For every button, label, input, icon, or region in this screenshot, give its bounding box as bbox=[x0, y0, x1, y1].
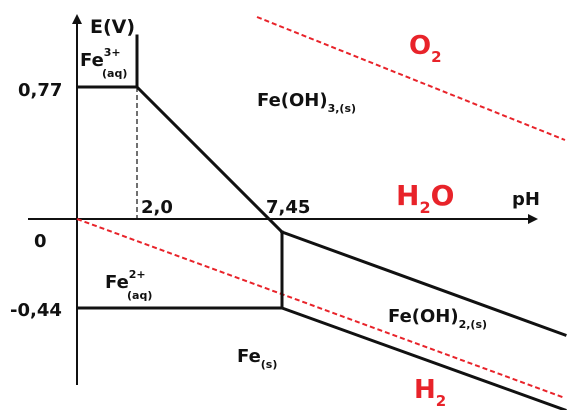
x-tick-745: 7,45 bbox=[266, 197, 310, 218]
y-tick-neg044: -0,44 bbox=[10, 300, 62, 321]
species-feoh3: Fe(OH)3,(s) bbox=[257, 90, 356, 115]
y-tick-077: 0,77 bbox=[18, 80, 62, 101]
feoh3-feoh2-boundary bbox=[280, 230, 567, 337]
feoh2-fe-boundary bbox=[280, 306, 567, 410]
label-h2o: H2O bbox=[396, 179, 454, 217]
species-fe: Fe(s) bbox=[237, 346, 277, 371]
boundary-lines bbox=[77, 34, 567, 410]
origin-label: 0 bbox=[34, 231, 47, 252]
x-axis-label: pH bbox=[512, 189, 540, 210]
h2-water-line bbox=[76, 218, 566, 399]
x-tick-2: 2,0 bbox=[141, 197, 173, 218]
species-fe3: Fe3+ (aq) bbox=[80, 46, 127, 80]
species-fe2: Fe2+ (aq) bbox=[105, 268, 152, 302]
fe2-feoh3-boundary bbox=[134, 84, 285, 235]
label-h2: H2 bbox=[414, 375, 446, 410]
y-axis-label: E(V) bbox=[90, 16, 135, 38]
species-feoh2: Fe(OH)2,(s) bbox=[388, 306, 487, 331]
label-o2: O2 bbox=[409, 31, 442, 66]
o2-water-line bbox=[256, 16, 566, 141]
